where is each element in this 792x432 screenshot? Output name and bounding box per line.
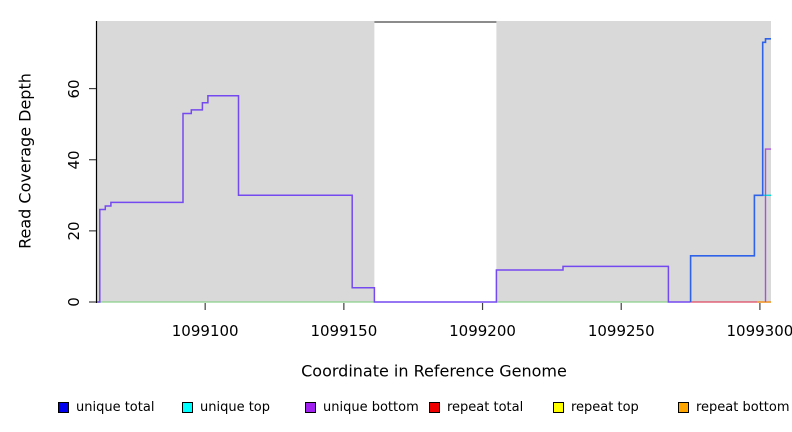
legend-item-repeat-total: repeat total [429, 400, 523, 415]
legend-item-repeat-top: repeat top [553, 400, 639, 415]
x-tick-label: 1099150 [310, 322, 378, 340]
series-unique-total-right [689, 38, 771, 302]
legend-item-unique-top: unique top [182, 400, 270, 415]
legend-swatch [182, 402, 193, 413]
y-tick-label: 60 [65, 79, 83, 99]
legend-swatch [678, 402, 689, 413]
x-tick-label: 1099250 [587, 322, 655, 340]
legend-label: unique top [200, 400, 271, 415]
legend-item-unique-bottom: unique bottom [305, 400, 419, 415]
x-axis-title: Coordinate in Reference Genome [301, 361, 567, 381]
legend-swatch [429, 402, 440, 413]
y-axis-title: Read Coverage Depth [15, 73, 35, 249]
legend-label: repeat bottom [696, 400, 790, 415]
y-tick-label: 0 [65, 297, 83, 307]
y-tick-label: 40 [65, 150, 83, 170]
x-tick-label: 1099200 [449, 322, 516, 340]
legend-label: unique bottom [323, 400, 419, 415]
legend-item-repeat-bottom: repeat bottom [678, 400, 790, 415]
legend-swatch [553, 402, 564, 413]
x-tick-label: 1099100 [171, 322, 239, 340]
y-tick-label: 20 [65, 221, 83, 241]
legend-label: repeat top [571, 400, 639, 415]
legend-item-unique-total: unique total [58, 400, 154, 415]
series-unique-bottom-right [764, 148, 771, 302]
legend-swatch [58, 402, 69, 413]
legend-label: unique total [76, 400, 155, 415]
series-unique-coverage-curve [97, 94, 691, 303]
legend-swatch [305, 402, 316, 413]
masked-repeat-region [374, 21, 497, 302]
x-tick-label: 1099300 [726, 322, 792, 340]
legend-label: repeat total [447, 400, 524, 415]
